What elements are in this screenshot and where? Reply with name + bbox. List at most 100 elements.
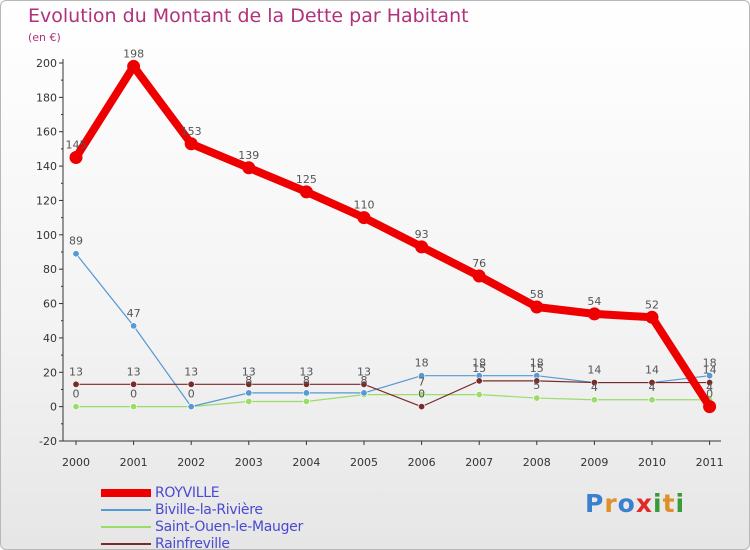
legend-swatch <box>101 543 151 545</box>
x-tick-label: 2005 <box>350 456 378 469</box>
data-point <box>69 151 83 164</box>
data-label: 4 <box>591 381 598 394</box>
data-label: 125 <box>296 173 317 186</box>
data-point <box>302 380 310 388</box>
data-point <box>418 403 426 411</box>
y-tick-label: 20 <box>43 366 57 379</box>
legend-swatch <box>101 489 151 497</box>
legend-label: Biville-la-Rivière <box>155 502 263 518</box>
data-point <box>472 269 486 283</box>
data-point <box>72 250 80 258</box>
data-label: 13 <box>69 365 83 378</box>
data-label: 13 <box>242 365 256 378</box>
y-tick-label: 0 <box>50 401 57 414</box>
data-point <box>360 380 368 388</box>
x-tick-label: 2011 <box>696 456 724 469</box>
data-label: 4 <box>649 381 656 394</box>
data-label: 93 <box>415 228 429 241</box>
data-point <box>245 380 253 388</box>
x-tick-label: 2003 <box>235 456 263 469</box>
y-tick-label: 160 <box>36 126 57 139</box>
data-point <box>645 310 659 324</box>
data-label: 198 <box>123 47 144 60</box>
data-label: 54 <box>587 295 601 308</box>
legend-label: ROYVILLE <box>155 485 220 501</box>
data-label: 14 <box>587 364 601 377</box>
x-tick-label: 2004 <box>292 456 320 469</box>
data-point <box>245 389 253 397</box>
data-point <box>703 400 717 414</box>
data-point <box>187 380 195 388</box>
logo-letter: P <box>585 489 605 518</box>
data-label: 76 <box>472 257 486 270</box>
data-label: 110 <box>354 199 375 212</box>
proxiti-logo: Proxiti <box>585 489 685 518</box>
data-point <box>415 240 429 254</box>
x-tick-label: 2009 <box>580 456 608 469</box>
data-label: 47 <box>127 307 141 320</box>
data-point <box>533 377 541 385</box>
chart-title: Evolution du Montant de la Dette par Hab… <box>28 5 469 27</box>
data-label: 18 <box>703 357 717 370</box>
logo-letter: x <box>635 489 653 518</box>
x-tick-label: 2000 <box>62 456 90 469</box>
y-tick-label: 100 <box>36 229 57 242</box>
data-point <box>590 379 598 387</box>
data-point <box>360 389 368 397</box>
data-point <box>127 59 141 73</box>
data-label: 18 <box>530 357 544 370</box>
x-tick-label: 2007 <box>465 456 493 469</box>
series-line-rainfreville <box>75 380 711 408</box>
series-line-biville-la-rivi-re <box>75 253 711 408</box>
data-label: 8 <box>361 374 368 387</box>
data-label: 89 <box>69 235 83 248</box>
data-label: 14 <box>645 364 659 377</box>
data-label: 153 <box>181 125 202 138</box>
data-point <box>242 161 256 175</box>
data-point <box>72 380 80 388</box>
y-unit-label: (en €) <box>28 31 61 44</box>
data-label: 0 <box>73 388 80 401</box>
data-point <box>130 322 138 330</box>
x-tick-label: 2002 <box>177 456 205 469</box>
data-point <box>475 377 483 385</box>
data-point <box>302 397 310 405</box>
logo-letter: i <box>653 489 663 518</box>
data-label: 5 <box>533 379 540 392</box>
y-tick-label: 80 <box>43 263 57 276</box>
data-point <box>648 396 656 404</box>
legend-swatch <box>101 526 151 528</box>
data-label: 13 <box>299 365 313 378</box>
y-tick-label: -20 <box>39 435 57 448</box>
series-line-royville <box>72 62 714 411</box>
data-label: 0 <box>188 388 195 401</box>
logo-letter: o <box>617 489 636 518</box>
y-tick-label: 60 <box>43 298 57 311</box>
logo-letter: r <box>604 489 618 518</box>
y-tick-label: 140 <box>36 160 57 173</box>
data-point <box>706 372 714 380</box>
data-point <box>530 300 544 314</box>
data-point <box>357 211 371 225</box>
legend-label: Rainfreville <box>155 536 230 550</box>
data-point <box>418 372 426 380</box>
data-label: 139 <box>238 149 259 162</box>
data-point <box>587 307 601 321</box>
data-point <box>418 391 426 399</box>
data-point <box>187 403 195 411</box>
data-point <box>648 379 656 387</box>
data-point <box>184 137 198 151</box>
data-label: 52 <box>645 298 659 311</box>
data-label: 58 <box>530 288 544 301</box>
y-tick-label: 200 <box>36 57 57 70</box>
x-tick-label: 2006 <box>408 456 436 469</box>
data-point <box>475 391 483 399</box>
data-point <box>299 185 313 199</box>
data-label: 8 <box>303 374 310 387</box>
y-tick-label: 180 <box>36 91 57 104</box>
data-label: 145 <box>66 139 87 152</box>
legend-label: Saint-Ouen-le-Mauger <box>155 519 303 535</box>
data-label: 8 <box>245 374 252 387</box>
